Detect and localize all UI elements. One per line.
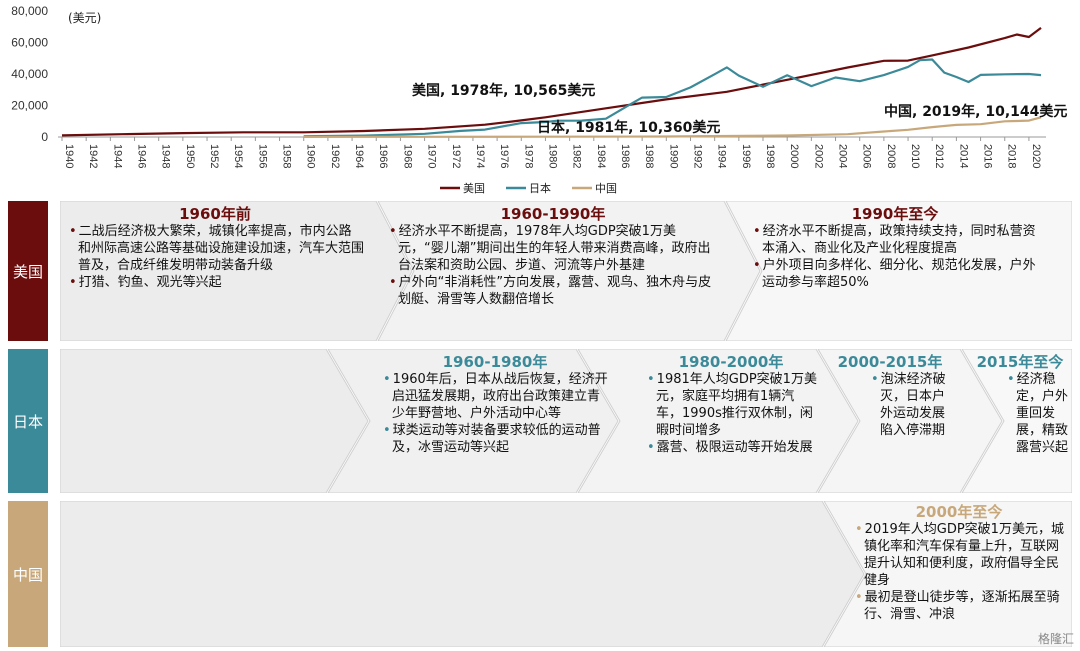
x-tick-label: 2004	[837, 144, 849, 168]
x-tick-label: 1972	[450, 144, 462, 168]
x-tick-label: 1944	[111, 144, 123, 168]
x-tick-label: 1954	[232, 144, 244, 168]
x-tick-label: 1988	[643, 144, 655, 168]
bullet: 打猎、钓鱼、观光等兴起	[66, 274, 364, 291]
row-china: 中国 2000年至今 2019年人均GDP突破1万美元，城镇化率和汽车保有量上升…	[8, 501, 1072, 647]
x-tick-label: 1948	[160, 144, 172, 168]
phase-title: 2000-2015年	[837, 353, 943, 371]
x-tick-label: 1976	[498, 144, 510, 168]
x-tick-label: 1960	[305, 144, 317, 168]
row-usa: 美国 1960年前 二战后经济极大繁荣，城镇化率提高，市内公路和州际高速公路等基…	[8, 201, 1072, 341]
x-tick-label: 1966	[377, 144, 389, 168]
bullet: 户外向“非消耗性”方向发展，露营、观鸟、独木舟与皮划艇、滑雪等人数翻倍增长	[386, 274, 720, 308]
annotation-japan: 日本, 1981年, 10,360美元	[537, 119, 720, 136]
x-tick-label: 1998	[764, 144, 776, 168]
y-unit-label: (美元)	[68, 11, 101, 25]
x-tick-label: 1996	[740, 144, 752, 168]
x-tick-label: 1990	[667, 144, 679, 168]
y-tick-label: 80,000	[11, 4, 48, 18]
row-label-china: 中国	[8, 501, 48, 647]
bullet: 经济稳定，户外重回发展，精致露营兴起	[1004, 371, 1072, 456]
bullet: 泡沫经济破灭，日本户外运动发展陷入停滞期	[868, 371, 950, 439]
phase-japan-4: 2015年至今 经济稳定，户外重回发展，精致露营兴起	[968, 353, 1072, 456]
x-tick-label: 1982	[571, 144, 583, 168]
bullet: 最初是登山徒步等，逐渐拓展至骑行、滑雪、冲浪	[852, 589, 1066, 623]
legend-label-1: 日本	[529, 181, 551, 195]
x-tick-label: 1980	[546, 144, 558, 168]
bullet: 1981年人均GDP突破1万美元，家庭平均拥有1辆汽车，1990s推行双休制，闲…	[644, 371, 818, 439]
x-tick-label: 1952	[208, 144, 220, 168]
bullet: 二战后经济极大繁荣，城镇化率提高，市内公路和州际高速公路等基础设施建设加速，汽车…	[66, 223, 364, 274]
phase-japan-2: 1980-2000年 1981年人均GDP突破1万美元，家庭平均拥有1辆汽车，1…	[644, 353, 818, 456]
x-tick-label: 1958	[281, 144, 293, 168]
bullet: 经济水平不断提高，政策持续支持，同时私营资本涌入、商业化及产业化程度提高	[750, 223, 1040, 257]
x-tick-label: 1942	[87, 144, 99, 168]
x-tick-label: 1950	[184, 144, 196, 168]
bullet: 2019年人均GDP突破1万美元，城镇化率和汽车保有量上升，互联网提升认知和便利…	[852, 521, 1066, 589]
series-line-2	[303, 116, 1042, 138]
phase-title: 1960-1980年	[442, 353, 548, 371]
phase-japan-1: 1960-1980年 1960年后，日本从战后恢复，经济开启迅猛发展期，政府出台…	[380, 353, 610, 456]
x-tick-label: 2012	[933, 144, 945, 168]
y-tick-label: 60,000	[11, 36, 48, 50]
phase-china-1: 2000年至今 2019年人均GDP突破1万美元，城镇化率和汽车保有量上升，互联…	[852, 503, 1066, 623]
x-tick-label: 2010	[909, 144, 921, 168]
x-tick-label: 2002	[812, 144, 824, 168]
x-tick-label: 1992	[691, 144, 703, 168]
phase-usa-2: 1960-1990年 经济水平不断提高，1978年人均GDP突破1万美元，“婴儿…	[386, 205, 720, 308]
x-tick-label: 2020	[1030, 144, 1042, 168]
bullet: 经济水平不断提高，1978年人均GDP突破1万美元，“婴儿潮”期间出生的年轻人带…	[386, 223, 720, 274]
phase-usa-3: 1990年至今 经济水平不断提高，政策持续支持，同时私营资本涌入、商业化及产业化…	[750, 205, 1040, 291]
x-tick-label: 1968	[401, 144, 413, 168]
x-tick-label: 1994	[716, 144, 728, 168]
phase-title: 2000年至今	[915, 503, 1003, 521]
series-line-0	[61, 27, 1042, 137]
legend-label-2: 中国	[595, 182, 617, 195]
phase-title: 1960年前	[179, 205, 251, 223]
phase-usa-1: 1960年前 二战后经济极大繁荣，城镇化率提高，市内公路和州际高速公路等基础设施…	[66, 205, 364, 291]
x-tick-label: 2006	[861, 144, 873, 168]
phase-title: 1980-2000年	[678, 353, 784, 371]
x-tick-label: 1946	[136, 144, 148, 168]
x-tick-label: 1970	[426, 144, 438, 168]
row-label-japan: 日本	[8, 349, 48, 493]
phase-title: 1990年至今	[851, 205, 939, 223]
bullet: 露营、极限运动等开始发展	[644, 439, 818, 456]
bullet: 1960年后，日本从战后恢复，经济开启迅猛发展期，政府出台政策建立青少年野营地、…	[380, 371, 610, 422]
gdp-per-capita-line-chart: (美元) 0 20,000 40,000 60,000 80,000 1940 1942 1…	[11, 4, 1067, 195]
annotation-us: 美国, 1978年, 10,565美元	[412, 82, 595, 99]
x-tick-label: 1974	[474, 144, 486, 168]
row-label-usa: 美国	[8, 201, 48, 341]
x-tick-label: 1984	[595, 144, 607, 168]
watermark: 格隆汇	[1037, 632, 1074, 646]
x-tick-label: 2016	[982, 144, 994, 168]
x-tick-label: 1940	[63, 144, 75, 168]
x-tick-label: 2008	[885, 144, 897, 168]
x-tick-label: 1956	[256, 144, 268, 168]
row-japan: 日本 1960-1980年 1960年后，日本从战后恢复，经济开启迅猛发展期，政…	[8, 349, 1072, 493]
x-tick-label: 1978	[522, 144, 534, 168]
y-tick-label: 0	[41, 130, 48, 144]
phase-title: 2015年至今	[976, 353, 1064, 371]
x-tick-label: 2000	[788, 144, 800, 168]
series-line-1	[303, 58, 1042, 138]
legend: 美国 日本 中国	[440, 181, 617, 195]
annotation-china: 中国, 2019年, 10,144美元	[884, 103, 1067, 120]
x-tick-label: 1964	[353, 144, 365, 168]
phase-title: 1960-1990年	[500, 205, 606, 223]
bullet: 户外项目向多样化、细分化、规范化发展，户外运动参与率超50%	[750, 257, 1040, 291]
x-tick-label: 1986	[619, 144, 631, 168]
phase-japan-3: 2000-2015年 泡沫经济破灭，日本户外运动发展陷入停滞期	[830, 353, 950, 439]
legend-label-0: 美国	[463, 182, 485, 195]
x-tick-label: 2014	[957, 144, 969, 168]
bullet: 球类运动等对装备要求较低的运动普及，冰雪运动等兴起	[380, 422, 610, 456]
y-tick-label: 40,000	[11, 67, 48, 81]
y-tick-label: 20,000	[11, 99, 48, 113]
x-tick-label: 2018	[1006, 144, 1018, 168]
x-tick-label: 1962	[329, 144, 341, 168]
